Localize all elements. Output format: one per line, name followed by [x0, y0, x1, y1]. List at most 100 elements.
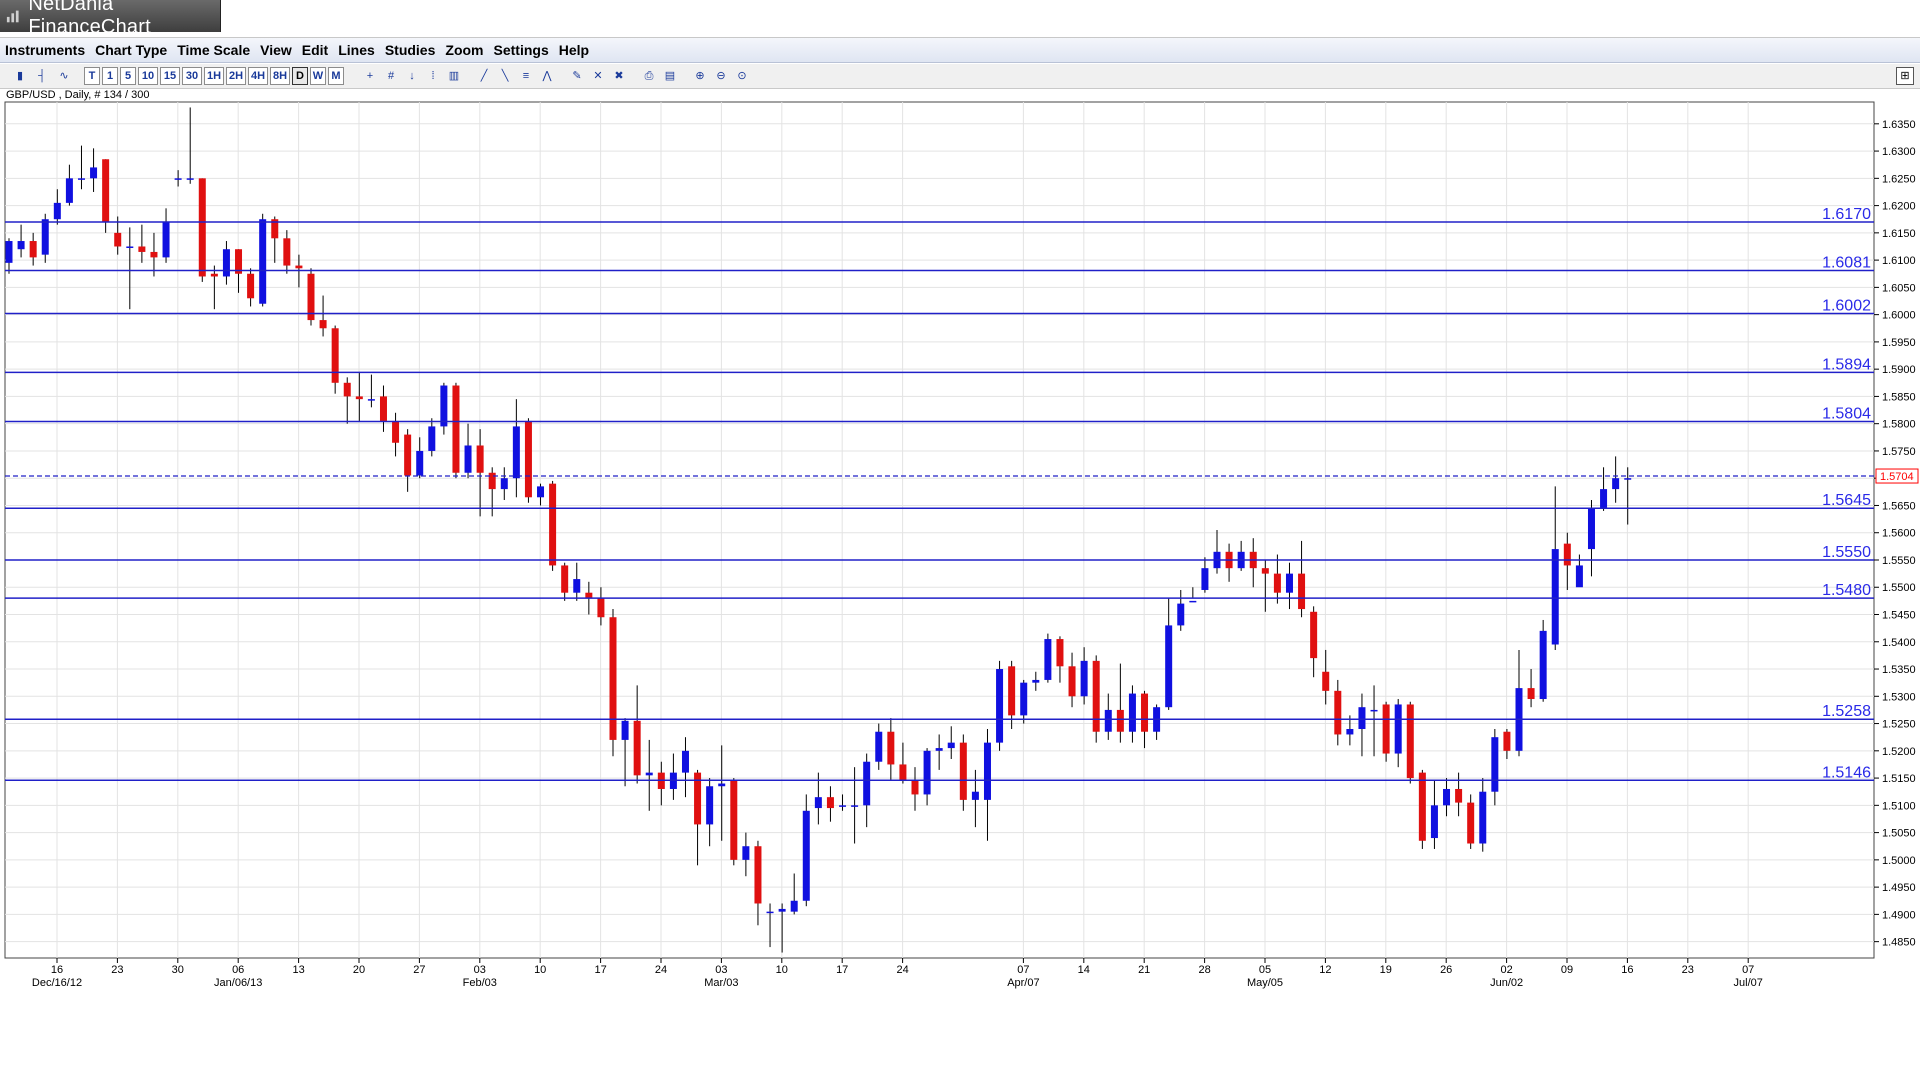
candle-up[interactable]: [1600, 489, 1608, 509]
candle-down[interactable]: [138, 246, 146, 252]
menu-time-scale[interactable]: Time Scale: [177, 42, 251, 58]
menu-chart-type[interactable]: Chart Type: [95, 42, 168, 58]
menu-help[interactable]: Help: [558, 42, 590, 58]
candle-up[interactable]: [512, 426, 520, 479]
candle-down[interactable]: [1261, 568, 1269, 574]
period-button-t[interactable]: T: [84, 67, 100, 85]
cursor-icon[interactable]: ↓: [409, 70, 415, 82]
candle-up[interactable]: [621, 720, 629, 740]
bar-chart-icon[interactable]: ┤: [38, 70, 46, 82]
candle-down[interactable]: [1298, 573, 1306, 610]
delete-all-icon[interactable]: ✖: [614, 70, 624, 82]
menu-edit[interactable]: Edit: [301, 42, 329, 58]
print-preview-icon[interactable]: ▤: [664, 70, 676, 82]
candle-up[interactable]: [126, 246, 134, 248]
period-button-2h[interactable]: 2H: [226, 67, 246, 85]
candle-up[interactable]: [90, 167, 98, 179]
candle-down[interactable]: [1467, 802, 1475, 844]
candle-up[interactable]: [1575, 565, 1583, 588]
candle-up[interactable]: [839, 805, 847, 807]
candle-down[interactable]: [295, 265, 303, 269]
candle-down[interactable]: [247, 273, 255, 299]
period-button-30[interactable]: 30: [182, 67, 202, 85]
candle-down[interactable]: [754, 846, 762, 904]
candle-down[interactable]: [899, 764, 907, 781]
crosshair-icon[interactable]: +: [366, 70, 374, 82]
candle-down[interactable]: [1116, 709, 1124, 732]
candle-down[interactable]: [524, 420, 532, 498]
candle-up[interactable]: [971, 791, 979, 800]
menu-studies[interactable]: Studies: [384, 42, 436, 58]
candle-up[interactable]: [259, 219, 267, 304]
candle-down[interactable]: [609, 617, 617, 740]
delete-icon[interactable]: ✕: [593, 70, 603, 82]
candle-up[interactable]: [77, 178, 85, 180]
candle-down[interactable]: [343, 382, 351, 397]
candle-down[interactable]: [235, 249, 243, 274]
candle-up[interactable]: [174, 178, 182, 180]
candle-down[interactable]: [114, 232, 122, 247]
period-button-8h[interactable]: 8H: [270, 67, 290, 85]
candle-up[interactable]: [742, 846, 750, 860]
candle-up[interactable]: [1358, 707, 1366, 730]
candle-up[interactable]: [1491, 737, 1499, 792]
candle-up[interactable]: [923, 750, 931, 795]
studies-icon[interactable]: ▥: [448, 70, 460, 82]
candle-down[interactable]: [1563, 543, 1571, 566]
period-button-m[interactable]: M: [328, 67, 344, 85]
candle-down[interactable]: [355, 396, 363, 400]
menu-settings[interactable]: Settings: [493, 42, 549, 58]
candle-down[interactable]: [1527, 688, 1535, 700]
candle-down[interactable]: [730, 780, 738, 860]
candle-down[interactable]: [102, 159, 110, 222]
candle-up[interactable]: [778, 908, 786, 912]
candle-up[interactable]: [162, 221, 170, 258]
candle-up[interactable]: [186, 178, 194, 180]
candle-down[interactable]: [959, 742, 967, 800]
candle-up[interactable]: [416, 450, 424, 476]
candle-up[interactable]: [645, 772, 653, 776]
period-button-1h[interactable]: 1H: [204, 67, 224, 85]
candle-up[interactable]: [996, 669, 1004, 743]
candle-up[interactable]: [706, 786, 714, 825]
candle-up[interactable]: [53, 202, 61, 220]
candle-up[interactable]: [1189, 600, 1197, 603]
candle-down[interactable]: [476, 445, 484, 473]
candle-up[interactable]: [1394, 704, 1402, 754]
candle-up[interactable]: [17, 241, 25, 250]
zoom-in-icon[interactable]: ⊕: [695, 70, 705, 82]
candle-down[interactable]: [198, 178, 206, 277]
candle-up[interactable]: [5, 241, 13, 263]
candle-up[interactable]: [935, 748, 943, 751]
period-button-1[interactable]: 1: [102, 67, 118, 85]
candle-up[interactable]: [573, 579, 581, 593]
candle-down[interactable]: [307, 273, 315, 321]
candle-up[interactable]: [1285, 573, 1293, 593]
candle-up[interactable]: [367, 399, 375, 401]
candle-down[interactable]: [379, 396, 387, 421]
period-button-15[interactable]: 15: [160, 67, 180, 85]
candle-up[interactable]: [41, 219, 49, 255]
candle-up[interactable]: [1551, 549, 1559, 645]
fibonacci-icon[interactable]: ≡: [522, 70, 530, 82]
delete-line-icon[interactable]: ✎: [572, 70, 582, 82]
candle-down[interactable]: [887, 731, 895, 765]
candle-down[interactable]: [1503, 731, 1511, 751]
price-chart[interactable]: 1.6350 1.6300 1.6250 1.6200 1.6150 1.6100 1.60…: [0, 100, 1920, 1000]
draw-icon[interactable]: ⁞: [431, 70, 435, 82]
candle-down[interactable]: [1322, 671, 1330, 691]
candle-down[interactable]: [1382, 704, 1390, 754]
candle-up[interactable]: [1539, 630, 1547, 700]
candle-down[interactable]: [561, 565, 569, 593]
candle-up[interactable]: [1104, 709, 1112, 732]
candle-up[interactable]: [1128, 693, 1136, 732]
candle-up[interactable]: [537, 486, 545, 498]
candle-down[interactable]: [1406, 704, 1414, 779]
candle-down[interactable]: [1056, 639, 1064, 667]
window-tab[interactable]: NetDania FinanceChart: [0, 0, 221, 38]
trend-line-icon[interactable]: ╱: [480, 70, 488, 82]
menu-lines[interactable]: Lines: [338, 42, 375, 58]
candle-down[interactable]: [1068, 666, 1076, 697]
candle-up[interactable]: [1443, 788, 1451, 806]
candle-up[interactable]: [814, 797, 822, 809]
